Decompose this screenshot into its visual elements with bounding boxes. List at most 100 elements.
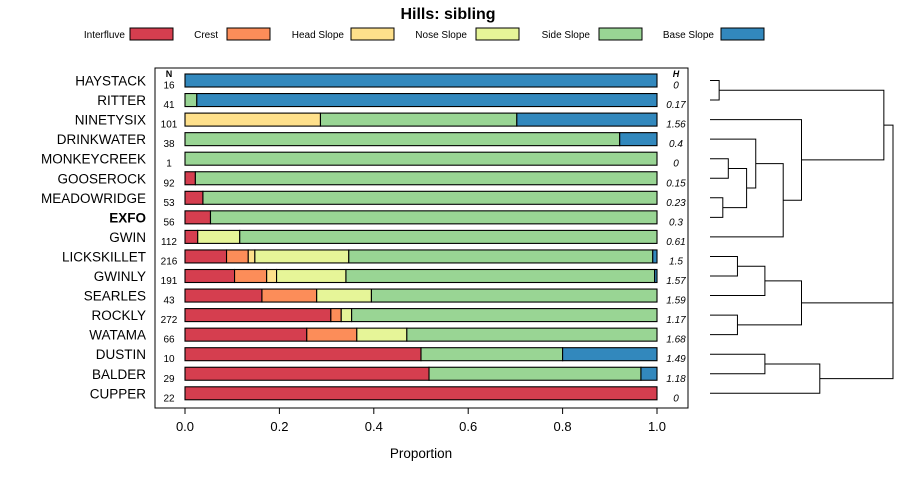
bar-segment-rockly-nose-slope [340,308,353,323]
bar-segment-balder-base-slope [640,366,658,381]
row-entropy-ninetysix: 1.56 [666,120,686,131]
bar-row-drinkwater [184,132,658,147]
bar-segment-gooserock-side-slope [194,171,658,186]
row-label-meadowridge: MEADOWRIDGE [41,191,146,206]
legend-swatch-head-slope [350,27,395,41]
row-count-watama: 66 [163,335,175,346]
legend-label-nose-slope: Nose Slope [415,30,467,41]
row-entropy-balder: 1.18 [666,374,686,385]
bar-row-ninetysix [184,112,658,127]
dendrogram-link-2 [710,197,724,218]
bar-segment-gwinly-nose-slope [276,268,347,284]
bar-row-gwinly [184,268,658,284]
row-entropy-monkeycreek: 0 [673,159,679,170]
row-label-ritter: RITTER [97,93,146,108]
row-label-drinkwater: DRINKWATER [57,132,146,147]
bar-row-haystack [184,73,658,88]
row-label-dustin: DUSTIN [96,347,146,362]
row-label-cupper: CUPPER [90,386,147,401]
legend-item-nose-slope: Nose Slope [415,27,520,41]
row-label-haystack: HAYSTACK [75,74,146,89]
bar-segment-gwinly-crest [234,268,268,284]
bar-segment-lickskillet-interfluve [184,249,228,264]
legend-item-base-slope: Base Slope [663,27,765,41]
row-count-exfo: 56 [163,217,175,228]
bar-row-dustin [184,347,658,362]
x-tick-label-3: 0.6 [459,419,477,434]
bar-segment-rockly-interfluve [184,308,332,323]
bar-segment-gwin-interfluve [184,229,199,244]
count-header: N [166,69,173,79]
row-entropy-haystack: 0 [673,81,679,92]
legend-label-side-slope: Side Slope [542,30,591,41]
bar-row-monkeycreek [184,151,658,166]
dendrogram-link-4 [710,138,757,189]
bar-segment-gwinly-head-slope [266,268,278,284]
bar-segment-drinkwater-side-slope [184,132,621,147]
row-entropy-drinkwater: 0.4 [669,139,683,150]
row-entropy-cupper: 0 [673,393,679,404]
dendrogram-link-9 [710,314,738,336]
bar-segment-watama-side-slope [406,327,658,342]
bar-segment-drinkwater-base-slope [619,132,658,147]
legend-swatch-nose-slope [475,27,520,41]
row-count-cupper: 22 [163,393,175,404]
bar-segment-rockly-crest [330,308,342,323]
bar-segment-lickskillet-side-slope [348,249,654,264]
bar-segment-exfo-side-slope [209,210,658,225]
x-tick-label-0: 0.0 [176,419,194,434]
bar-segment-lickskillet-head-slope [247,249,256,264]
bar-segment-cupper-interfluve [184,386,658,401]
row-count-ritter: 41 [163,100,175,111]
bar-segment-ninetysix-head-slope [184,112,322,127]
x-axis-label: Proportion [390,446,452,461]
row-entropy-lickskillet: 1.5 [669,256,683,267]
bar-row-meadowridge [184,190,658,205]
dendrogram-link-3 [722,167,748,209]
bar-segment-gwinly-base-slope [654,268,658,284]
dendrogram [710,80,894,394]
bar-segment-watama-crest [306,327,358,342]
row-label-exfo: EXFO [109,210,146,225]
bar-segment-dustin-side-slope [420,347,564,362]
row-entropy-exfo: 0.3 [669,217,683,228]
x-tick-label-1: 0.2 [270,419,288,434]
dendrogram-link-10 [737,280,802,326]
row-entropy-gwin: 0.61 [666,237,685,248]
bar-segment-gooserock-interfluve [184,171,196,186]
legend-swatch-base-slope [720,27,765,41]
row-count-monkeycreek: 1 [166,159,172,170]
bar-segment-ninetysix-base-slope [516,112,658,127]
row-label-watama: WATAMA [89,328,146,343]
bar-segment-watama-nose-slope [356,327,408,342]
row-count-balder: 29 [163,374,175,385]
dendrogram-link-11 [710,353,766,375]
dendrogram-link-7 [710,255,738,277]
row-label-monkeycreek: MONKEYCREEK [41,152,146,167]
dendrogram-link-15 [883,124,894,341]
row-entropy-gwinly: 1.57 [666,276,686,287]
bar-row-gwin [184,229,658,244]
plot-frame [154,67,689,409]
bar-segment-exfo-interfluve [184,210,212,225]
row-entropy-searles: 1.59 [666,296,686,307]
chart-title: Hills: sibling [400,6,495,23]
bar-segment-searles-side-slope [370,288,658,303]
row-label-lickskillet: LICKSKILLET [62,249,146,264]
bar-row-watama [184,327,658,342]
row-label-gooserock: GOOSEROCK [57,171,146,186]
bar-segment-gwinly-interfluve [184,268,236,284]
bar-segment-lickskillet-nose-slope [254,249,350,264]
bar-row-searles [184,288,658,303]
bar-segment-haystack-base-slope [184,73,658,88]
bar-row-ritter [184,93,658,108]
row-count-ninetysix: 101 [161,120,178,131]
bar-row-rockly [184,308,658,323]
bar-segment-ritter-base-slope [196,93,658,108]
row-entropy-gooserock: 0.15 [666,178,686,189]
bar-row-exfo [184,210,658,225]
bar-segment-gwin-side-slope [239,229,658,244]
row-count-drinkwater: 38 [163,139,175,150]
row-count-dustin: 10 [163,354,175,365]
